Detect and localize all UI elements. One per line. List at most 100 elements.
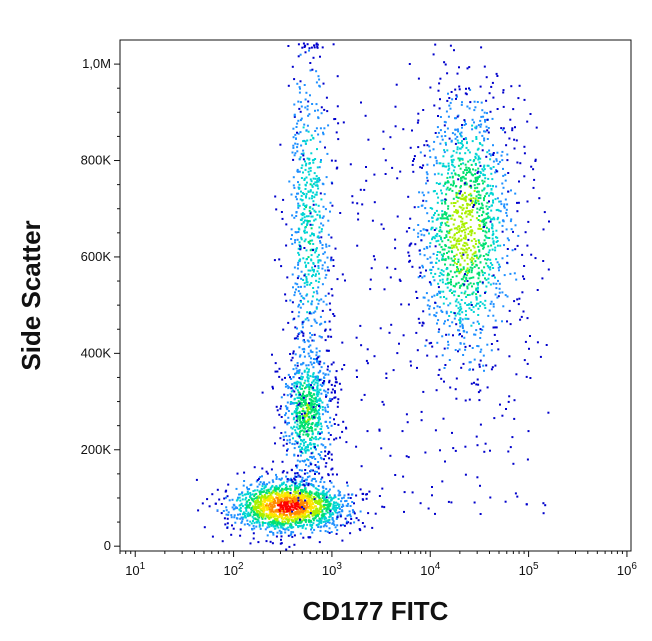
event-dot — [283, 501, 286, 504]
event-dot — [454, 244, 457, 247]
event-dot — [464, 120, 466, 123]
event-dot — [476, 172, 479, 174]
event-dot — [450, 257, 453, 260]
event-dot — [453, 312, 456, 315]
event-dot — [318, 415, 321, 418]
event-dot — [309, 437, 312, 440]
event-dot — [272, 480, 275, 483]
event-dot — [490, 188, 493, 190]
event-dot — [381, 487, 384, 490]
event-dot — [467, 149, 470, 152]
event-dot — [303, 442, 306, 445]
event-dot — [402, 128, 405, 131]
event-dot — [331, 388, 334, 391]
event-dot — [312, 437, 315, 440]
event-dot — [435, 240, 438, 243]
event-dot — [464, 473, 467, 476]
event-dot — [507, 400, 510, 403]
event-dot — [421, 264, 424, 267]
event-dot — [287, 45, 290, 47]
event-dot — [504, 173, 507, 176]
event-dot — [492, 144, 494, 147]
event-dot — [317, 133, 320, 136]
event-dot — [437, 115, 439, 117]
event-dot — [296, 442, 299, 445]
event-dot — [473, 184, 476, 187]
event-dot — [336, 516, 339, 519]
event-dot — [325, 504, 328, 507]
event-dot — [303, 505, 306, 508]
event-dot — [506, 159, 509, 162]
event-dot — [442, 417, 445, 420]
event-dot — [303, 44, 306, 47]
event-dot — [472, 206, 475, 208]
event-dot — [319, 406, 322, 409]
y-tick-label: 600K — [81, 249, 112, 264]
event-dot — [296, 508, 299, 511]
event-dot — [296, 122, 299, 125]
event-dot — [338, 491, 341, 494]
event-dot — [349, 497, 352, 499]
event-dot — [344, 279, 346, 282]
event-dot — [457, 130, 460, 133]
event-dot — [351, 201, 354, 204]
event-dot — [457, 196, 460, 199]
event-dot — [280, 504, 283, 507]
event-dot — [474, 106, 477, 109]
event-dot — [445, 188, 448, 191]
event-dot — [460, 220, 463, 223]
event-dot — [278, 504, 281, 507]
event-dot — [243, 512, 246, 515]
event-dot — [282, 518, 285, 521]
event-dot — [252, 520, 254, 522]
event-dot — [297, 231, 300, 233]
event-dot — [439, 142, 442, 145]
event-dot — [523, 359, 526, 362]
event-dot — [266, 496, 269, 499]
event-dot — [455, 117, 458, 120]
event-dot — [237, 513, 239, 516]
event-dot — [336, 75, 339, 78]
event-dot — [300, 105, 303, 108]
event-dot — [309, 490, 312, 493]
event-dot — [300, 502, 303, 504]
event-dot — [547, 411, 550, 414]
event-dot — [444, 202, 447, 205]
event-dot — [304, 520, 307, 523]
event-dot — [276, 500, 279, 503]
event-dot — [302, 158, 305, 161]
event-dot — [478, 399, 481, 402]
event-dot — [362, 492, 365, 495]
event-dot — [479, 172, 482, 175]
event-dot — [426, 212, 429, 215]
event-dot — [294, 195, 297, 198]
event-dot — [462, 175, 465, 178]
event-dot — [305, 264, 307, 267]
event-dot — [465, 138, 468, 141]
event-dot — [470, 202, 473, 205]
event-dot — [274, 501, 277, 504]
event-dot — [280, 265, 283, 268]
y-axis-title: Side Scatter — [16, 220, 46, 370]
event-dot — [464, 163, 467, 166]
event-dot — [325, 273, 328, 276]
event-dot — [501, 128, 504, 131]
event-dot — [266, 498, 269, 501]
event-dot — [422, 266, 424, 269]
event-dot — [322, 438, 325, 440]
event-dot — [279, 512, 282, 515]
event-dot — [281, 378, 284, 381]
event-dot — [449, 288, 452, 291]
event-dot — [247, 511, 250, 514]
event-dot — [276, 496, 279, 499]
event-dot — [312, 249, 314, 252]
event-dot — [471, 140, 474, 143]
event-dot — [500, 154, 503, 157]
event-dot — [455, 191, 458, 194]
event-dot — [322, 444, 325, 447]
event-dot — [298, 183, 301, 186]
event-dot — [255, 506, 258, 509]
event-dot — [308, 49, 310, 52]
event-dot — [426, 304, 429, 307]
event-dot — [457, 258, 460, 261]
